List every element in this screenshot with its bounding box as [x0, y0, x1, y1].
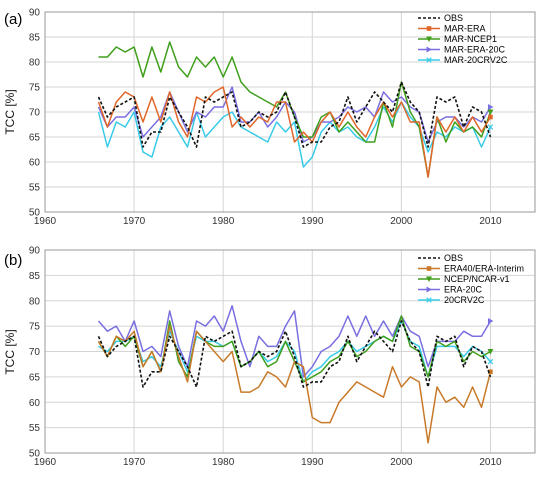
panel-b: 50 55 60 65 70 75 80 85 90 1960 1970 1980 1990 2000 20…: [3, 246, 536, 468]
panel-a-series-mar-20crv2c: [97, 101, 494, 168]
panel-b-series-obs: [97, 320, 492, 388]
panel-a-series-line-mar-era-20c: [97, 86, 492, 143]
panel-b-xtick-label: 1960: [34, 457, 57, 468]
panel-a-plot-border: [44, 11, 536, 213]
panel-a-series-line-obs: [97, 81, 492, 148]
panel-a-legend-marker-mar-20crv2c: [426, 57, 432, 63]
panel-b-ytick-label: 60: [29, 398, 41, 409]
panel-a-legend-entry-mar-20crv2c: MAR-20CRV2C: [444, 55, 508, 65]
panel-b-legend-marker-ncep-ncar-v1: [426, 276, 432, 282]
panel-b-xtick-label: 2010: [479, 457, 502, 468]
panel-a-series-obs: [97, 81, 492, 148]
panel-b-legend-marker-20crv2c: [426, 297, 432, 303]
panel-b-ytick-label: 55: [29, 423, 41, 434]
panel-b-legend-entry-20crv2c: 20CRV2C: [444, 295, 485, 305]
panel-b-data-point-ncep-ncar-v1: [487, 349, 494, 355]
panel-a: 50 55 60 65 70 75 80 85 90 1960 1970 1980 1990 2000 20…: [3, 8, 536, 227]
panel-a-legend-marker-mar-ncep1: [426, 36, 432, 42]
panel-b-y-axis-label: TCC [%]: [3, 329, 17, 374]
panel-a-data-point-mar-20crv2c: [487, 124, 494, 130]
panel-a-legend-marker-mar-era-20c: [426, 46, 432, 53]
panel-b-legend-entry-era40-era-interim: ERA40/ERA-Interim: [444, 264, 524, 274]
panel-a-ytick-label: 65: [29, 133, 41, 144]
panel-b-xtick-label: 1990: [301, 457, 324, 468]
panel-a-data-point-mar-era-20c: [487, 104, 494, 110]
panel-a-xtick-label: 1990: [301, 216, 324, 227]
panel-a-ytick-label: 75: [29, 83, 41, 94]
panel-b-legend-entry-era-20c: ERA-20C: [444, 285, 483, 295]
panel-a-y-axis-label: TCC [%]: [3, 89, 17, 134]
panel-a-xtick-label: 1980: [212, 216, 235, 227]
panel-a-xtick-label: 1960: [34, 216, 57, 227]
panel-a-series-line-mar-20crv2c: [97, 101, 492, 168]
panel-a-ytick-label: 60: [29, 158, 41, 169]
panel-a-legend-entry-obs: OBS: [444, 13, 463, 23]
panel-b-legend-entry-ncep-ncar-v1: NCEP/NCAR-v1: [444, 274, 510, 284]
panel-a-xtick-label: 2000: [390, 216, 413, 227]
panel-b-xtick-label: 1970: [123, 457, 146, 468]
panel-a-legend-marker-mar-era: [426, 26, 432, 31]
panel-b-legend-entry-obs: OBS: [444, 253, 463, 263]
panel-b-series-line-era40-era-interim: [97, 325, 492, 444]
panel-b-ytick-label: 80: [29, 296, 41, 307]
panel-b-series-line-era-20c: [97, 305, 492, 378]
panel-b-plot-border: [44, 249, 536, 454]
panel-a-legend-entry-mar-era: MAR-ERA: [444, 24, 486, 34]
panel-b-ytick-label: 65: [29, 372, 41, 383]
panel-b-data-point-era40-era-interim: [488, 369, 493, 375]
panel-b-ytick-label: 50: [29, 449, 41, 460]
panel-a-data-point-mar-era: [488, 114, 493, 120]
panel-a-ytick-label: 85: [29, 33, 41, 44]
panel-b-ytick-label: 85: [29, 271, 41, 282]
panel-a-ytick-label: 50: [29, 208, 41, 219]
panel-b-ytick-label: 70: [29, 347, 41, 358]
panel-a-series-mar-era: [97, 86, 493, 178]
panel-b-data-point-era-20c: [487, 318, 494, 325]
panel-b-ytick-label: 90: [29, 246, 41, 257]
panel-a-legend-entry-mar-ncep1: MAR-NCEP1: [444, 34, 497, 44]
panel-b-series-era40-era-interim: [97, 325, 493, 444]
panel-b-legend-marker-era-20c: [426, 286, 432, 293]
panel-a-series-mar-era-20c: [97, 86, 494, 143]
panel-b-xtick-label: 1980: [212, 457, 235, 468]
panel-a-legend: OBSMAR-ERAMAR-NCEP1MAR-ERA-20CMAR-20CRV2…: [418, 13, 508, 65]
panel-a-legend-entry-mar-era-20c: MAR-ERA-20C: [444, 45, 506, 55]
panel-a-ytick-label: 70: [29, 108, 41, 119]
panel-b-legend-marker-era40-era-interim: [426, 266, 432, 271]
panel-a-series-line-mar-era: [97, 86, 492, 178]
panel-b-series-era-20c: [97, 305, 494, 378]
panel-a-ytick-label: 90: [29, 8, 41, 19]
panel-a-data-point-mar-ncep1: [487, 109, 494, 115]
panel-b-ytick-label: 75: [29, 322, 41, 333]
panel-b-series-line-obs: [97, 320, 492, 388]
panel-a-xtick-label: 1970: [123, 216, 146, 227]
panel-a-xtick-label: 2010: [479, 216, 502, 227]
panel-a-label: (a): [4, 11, 22, 28]
panel-b-label: (b): [4, 252, 22, 269]
panel-a-ytick-label: 55: [29, 183, 41, 194]
panel-b-legend: OBSERA40/ERA-InterimNCEP/NCAR-v1ERA-20C2…: [418, 253, 524, 305]
panel-b-data-point-20crv2c: [487, 358, 494, 365]
panel-a-ytick-label: 80: [29, 58, 41, 69]
panel-b-xtick-label: 2000: [390, 457, 413, 468]
